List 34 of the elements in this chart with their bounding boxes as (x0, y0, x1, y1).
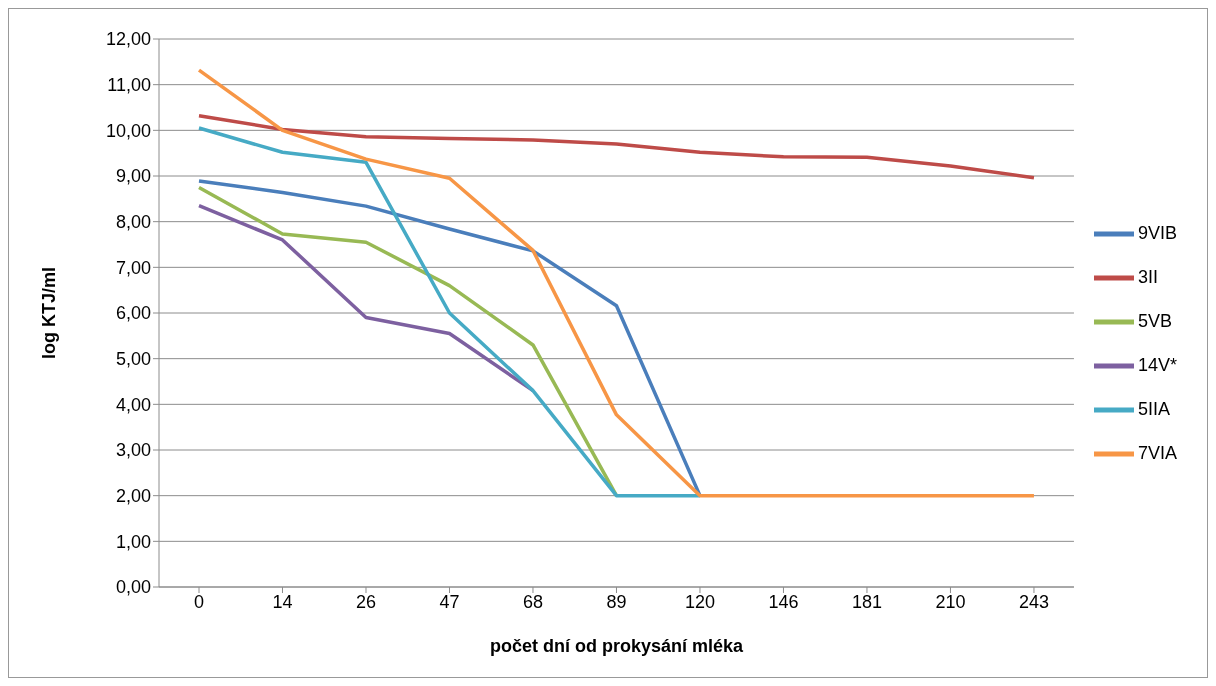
legend-label: 7VIA (1137, 443, 1177, 463)
legend-label: 5IIA (1137, 399, 1170, 419)
x-tick-label: 243 (1018, 591, 1049, 612)
y-tick-label: 4,00 (115, 394, 151, 415)
x-tick-label: 0 (193, 591, 205, 612)
legend-label: 5VB (1137, 311, 1172, 331)
y-tick-label: 6,00 (115, 303, 151, 324)
y-tick-label: 8,00 (115, 212, 151, 233)
x-tick-label: 120 (684, 591, 715, 612)
x-tick-label: 68 (522, 591, 543, 612)
x-tick-label: 47 (439, 591, 460, 612)
y-tick-label: 3,00 (115, 440, 151, 461)
x-tick-label: 181 (851, 591, 882, 612)
y-tick-label: 9,00 (115, 166, 151, 187)
legend-label: 14V* (1137, 355, 1177, 375)
legend-label: 9VIB (1137, 223, 1177, 243)
y-axis-title: log KTJ/ml (39, 266, 60, 360)
legend-label: 3II (1137, 267, 1158, 287)
y-tick-label: 1,00 (115, 531, 151, 552)
line-series (197, 113, 1036, 180)
x-tick-label: 14 (272, 591, 293, 612)
y-tick-label: 5,00 (115, 349, 151, 370)
x-axis-title: počet dní od prokysání mléka (489, 636, 744, 656)
x-tick-label: 26 (355, 591, 377, 612)
y-tick-label: 10,00 (105, 120, 151, 141)
y-tick-label: 11,00 (107, 75, 151, 96)
y-tick-label: 7,00 (115, 257, 151, 278)
y-tick-label: 12,00 (105, 29, 151, 50)
y-tick-label: 0,00 (115, 577, 151, 598)
line-series (197, 68, 1036, 498)
y-tick-label: 2,00 (115, 486, 151, 507)
x-tick-label: 89 (606, 591, 627, 612)
x-tick-label: 210 (935, 591, 966, 612)
x-tick-label: 146 (768, 591, 799, 612)
